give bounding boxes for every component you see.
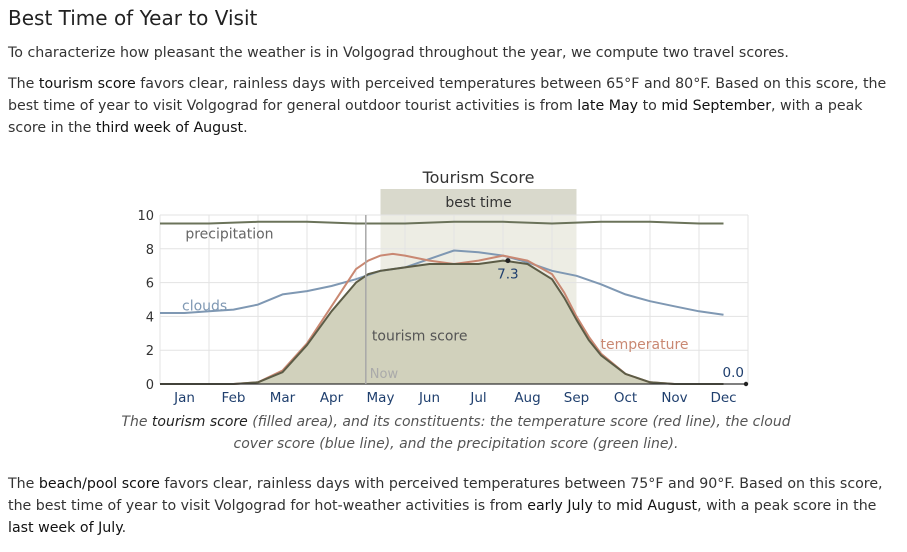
beach-score-term: beach/pool score xyxy=(38,476,160,492)
x-tick-label: Sep xyxy=(564,390,589,406)
end-marker xyxy=(743,381,749,387)
text: The xyxy=(121,414,152,430)
x-tick-label: Dec xyxy=(710,390,736,406)
x-tick-label: Jun xyxy=(418,390,440,406)
text: , with a peak score in the xyxy=(697,498,877,514)
y-tick-label: 10 xyxy=(137,209,154,224)
chart-caption: The tourism score (filled area), and its… xyxy=(100,411,812,455)
beach-score-paragraph: The beach/pool score favors clear, rainl… xyxy=(8,473,900,539)
temperature-label: temperature xyxy=(601,337,689,353)
x-tick-label: Jul xyxy=(469,390,486,406)
page-title: Best Time of Year to Visit xyxy=(8,6,258,30)
peak-marker xyxy=(505,258,511,264)
precipitation-line xyxy=(160,220,724,225)
text: . xyxy=(121,520,127,536)
text: favors clear, rainless days with perceiv… xyxy=(8,76,887,114)
text: (filled area), and its constituents: the… xyxy=(233,414,791,452)
y-tick-label: 2 xyxy=(146,344,154,359)
clouds-label: clouds xyxy=(182,298,227,314)
tourism-score-paragraph: The tourism score favors clear, rainless… xyxy=(8,73,900,139)
text: . xyxy=(243,120,248,136)
best-time-label: best time xyxy=(445,195,511,211)
tourism-score-area xyxy=(160,260,724,384)
x-tick-label: Feb xyxy=(222,390,246,406)
y-tick-label: 8 xyxy=(146,243,154,258)
precipitation-label: precipitation xyxy=(185,227,273,243)
tourism-score-line xyxy=(160,259,724,385)
beach-time-start: early July xyxy=(527,498,593,514)
x-tick-label: May xyxy=(367,390,395,406)
best-time-end: mid September xyxy=(661,98,772,114)
text: , with a peak score in the xyxy=(8,98,863,136)
intro-paragraph: To characterize how pleasant the weather… xyxy=(8,45,789,61)
clouds-line xyxy=(160,249,724,316)
text: favors clear, rainless days with perceiv… xyxy=(8,476,883,514)
beach-peak-period: last week of July xyxy=(8,520,122,536)
chart-title: Tourism Score xyxy=(422,168,535,187)
best-time-start: late May xyxy=(577,98,639,114)
y-tick-label: 0 xyxy=(146,378,154,393)
peak-value-label: 7.3 xyxy=(497,267,518,283)
y-tick-label: 4 xyxy=(146,310,154,325)
x-tick-label: Oct xyxy=(614,390,637,406)
x-tick-label: Nov xyxy=(661,390,687,406)
now-marker-label: Now xyxy=(370,367,399,382)
tourism-score-term: tourism score xyxy=(151,414,248,430)
tourism-score-chart: 0 2 4 6 8 10 Now Jan Feb Mar Apr May Jun Jul Aug Sep Oct… xyxy=(137,168,749,406)
beach-time-end: mid August xyxy=(616,498,698,514)
x-tick-label: Aug xyxy=(514,390,540,406)
x-tick-label: Jan xyxy=(173,390,195,406)
tourism-score-label: tourism score xyxy=(372,329,468,345)
text: The xyxy=(8,76,39,92)
best-time-header xyxy=(380,189,577,215)
tourism-score-term: tourism score xyxy=(38,76,136,92)
end-value-label: 0.0 xyxy=(723,365,744,381)
text: to xyxy=(638,98,662,114)
x-tick-label: Mar xyxy=(270,390,296,406)
peak-period: third week of August xyxy=(95,120,244,136)
text: to xyxy=(592,498,617,514)
y-tick-label: 6 xyxy=(146,277,154,292)
text: The xyxy=(8,476,39,492)
x-tick-label: Apr xyxy=(320,390,344,406)
